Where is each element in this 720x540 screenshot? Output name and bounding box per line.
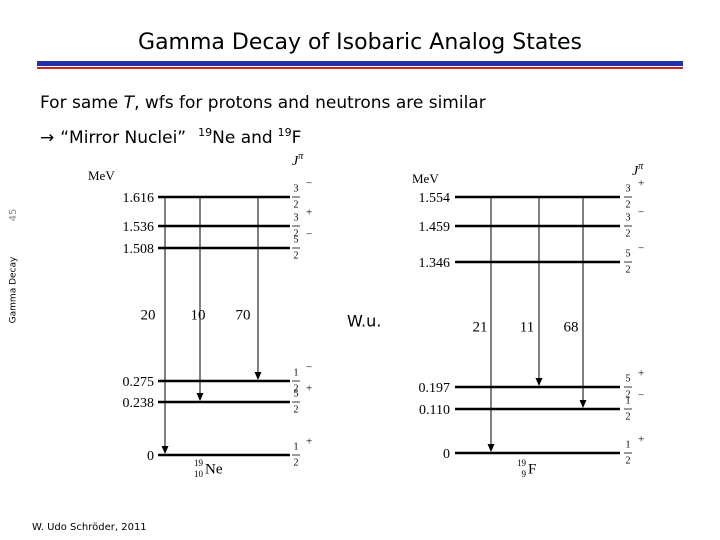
text: F — [292, 128, 302, 148]
spin-symbol: J — [632, 164, 639, 179]
title-rule — [37, 61, 683, 66]
spin-numerator: 1 — [294, 441, 299, 452]
nucleus-charge: 10 — [194, 469, 204, 479]
sidebar-topic: Gamma Decay — [9, 256, 19, 323]
arrow-head — [579, 400, 587, 408]
level-energy: 0.238 — [123, 396, 155, 411]
arrow-head — [196, 393, 204, 401]
transition-strength: 20 — [141, 307, 156, 323]
parity: − — [306, 229, 312, 241]
parity: − — [638, 207, 644, 219]
parity: + — [638, 368, 644, 380]
arrow: → — [40, 128, 54, 148]
bullet: → “Mirror Nuclei” 19Ne and 19F — [40, 126, 301, 148]
arrow-head — [535, 378, 543, 386]
spin-symbol: J — [292, 154, 299, 169]
nucleus-mass: 19 — [194, 458, 204, 468]
transition-strength: 70 — [236, 307, 251, 323]
spin-numerator: 3 — [294, 212, 299, 223]
unit-note: W.u. — [347, 312, 381, 331]
diagrams: MeVJπ1.61632−1.53632+1.50852−0.27512−0.2… — [88, 151, 644, 479]
parity: − — [306, 362, 312, 374]
level-energy: 0 — [443, 447, 450, 462]
parity: − — [638, 243, 644, 255]
spin-denominator: 2 — [626, 199, 631, 210]
parity: + — [306, 436, 312, 448]
nucleus-symbol: Ne — [205, 461, 223, 477]
spin-numerator: 1 — [626, 439, 631, 450]
parity-symbol: π — [638, 161, 644, 172]
spin-denominator: 2 — [294, 404, 299, 415]
level-energy: 0.275 — [123, 375, 155, 390]
transition-strength: 11 — [520, 319, 534, 335]
nucleus-mass: 19 — [517, 458, 527, 468]
parity: + — [638, 434, 644, 446]
level-energy: 0.110 — [419, 403, 450, 418]
spin-header: Jπ — [632, 161, 644, 179]
spin-numerator: 5 — [294, 234, 299, 245]
spin-denominator: 2 — [626, 389, 631, 400]
mass: 19 — [278, 126, 292, 139]
parity: − — [638, 390, 644, 402]
parity: + — [306, 383, 312, 395]
level-energy: 1.459 — [419, 220, 451, 235]
spin-numerator: 5 — [626, 248, 631, 259]
title-rule-red — [37, 67, 683, 69]
footer: W. Udo Schröder, 2011 — [32, 522, 147, 533]
level-energy: 1.346 — [419, 256, 451, 271]
spin-denominator: 2 — [626, 411, 631, 422]
level-energy: 0.197 — [419, 381, 451, 396]
nucleus-symbol: F — [528, 461, 536, 477]
transition-strength: 68 — [564, 319, 579, 335]
spin-header: Jπ — [292, 151, 304, 169]
parity: + — [306, 207, 312, 219]
spin-denominator: 2 — [626, 264, 631, 275]
arrow-head — [254, 372, 262, 380]
parity: − — [306, 178, 312, 190]
text: T — [124, 93, 136, 113]
spin-denominator: 2 — [294, 457, 299, 468]
level-energy: 1.508 — [123, 242, 155, 257]
spin-numerator: 5 — [626, 373, 631, 384]
spin-numerator: 3 — [626, 183, 631, 194]
text: “Mirror Nuclei” — [60, 128, 186, 148]
spin-denominator: 2 — [294, 383, 299, 394]
transition-strength: 10 — [191, 307, 206, 323]
spin-numerator: 3 — [294, 183, 299, 194]
parity-symbol: π — [298, 151, 304, 162]
spin-numerator: 1 — [626, 395, 631, 406]
spin-denominator: 2 — [294, 228, 299, 239]
spin-denominator: 2 — [294, 199, 299, 210]
transition-strength: 21 — [473, 319, 488, 335]
spin-denominator: 2 — [294, 250, 299, 261]
spin-denominator: 2 — [626, 228, 631, 239]
level-energy: 0 — [147, 449, 154, 464]
unit-label: MeV — [88, 168, 115, 183]
mass: 19 — [198, 126, 212, 139]
unit-label: MeV — [412, 171, 439, 186]
arrow-head — [487, 444, 495, 452]
spin-numerator: 1 — [294, 367, 299, 378]
statement: For same T, wfs for protons and neutrons… — [40, 93, 486, 113]
text: Ne and — [212, 128, 273, 148]
spin-numerator: 3 — [626, 212, 631, 223]
page-number: 45 — [8, 209, 19, 222]
text: For same — [40, 93, 124, 113]
level-energy: 1.536 — [123, 220, 155, 235]
level-energy: 1.554 — [419, 191, 451, 206]
text: , wfs for protons and neutrons are simil… — [134, 93, 486, 113]
spin-denominator: 2 — [626, 455, 631, 466]
parity: + — [638, 178, 644, 190]
spin-numerator: 5 — [294, 388, 299, 399]
title: Gamma Decay of Isobaric Analog States — [138, 30, 582, 55]
nucleus-charge: 9 — [522, 469, 527, 479]
level-energy: 1.616 — [123, 191, 155, 206]
arrow-head — [161, 446, 169, 454]
